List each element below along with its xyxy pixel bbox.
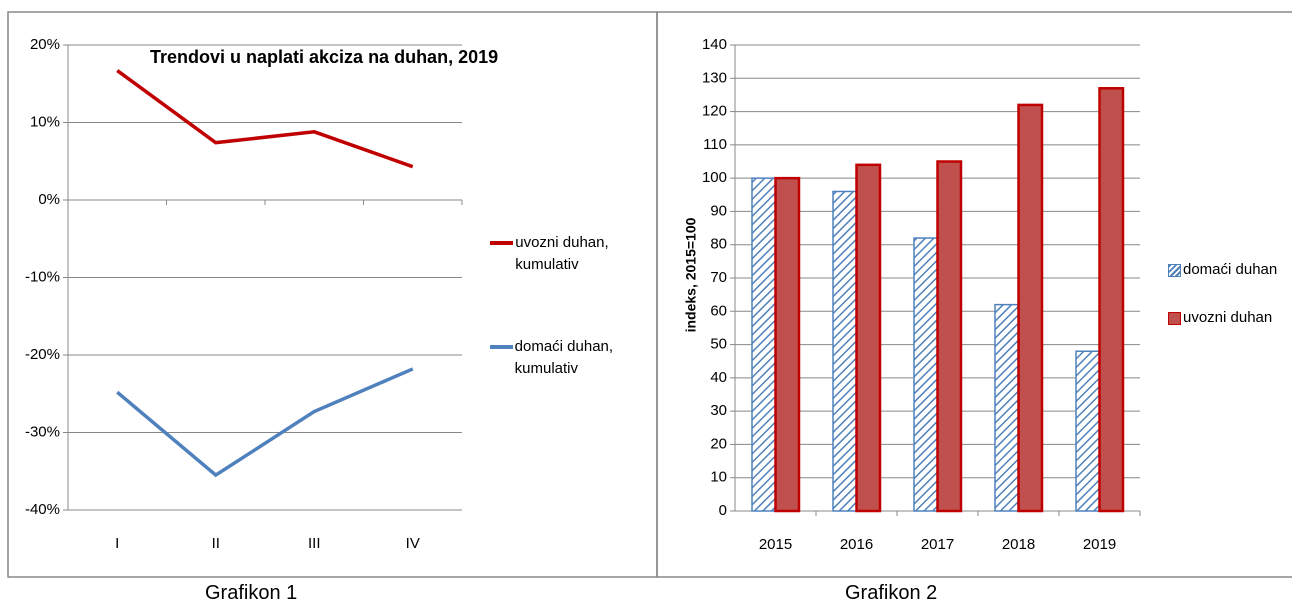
- y-tick-label: 20: [710, 435, 727, 452]
- y-tick-label: 80: [710, 236, 727, 253]
- y-tick-label: 50: [710, 336, 727, 353]
- bar: [751, 177, 777, 512]
- bar: [994, 303, 1020, 512]
- bar: [913, 237, 939, 512]
- line: [116, 69, 414, 169]
- y-tick-label: 110: [703, 136, 727, 153]
- y-tick-label: 120: [702, 103, 727, 120]
- legend-label: domaći duhan: [1183, 261, 1278, 278]
- bar: [1017, 103, 1044, 513]
- x-tick-label: IV: [406, 535, 420, 552]
- y-tick-label: 0: [719, 502, 727, 519]
- y-tick-label: 10%: [30, 113, 60, 130]
- y-tick-label: -40%: [25, 501, 60, 518]
- bar: [855, 163, 882, 513]
- bar: [1098, 87, 1125, 513]
- bar: [936, 160, 963, 513]
- y-tick-label: -20%: [25, 346, 60, 363]
- caption: Grafikon 2: [845, 582, 938, 604]
- y-tick-label: 40: [710, 369, 727, 386]
- legend-item: domaći duhan: [1168, 259, 1288, 281]
- y-tick-label: 20%: [30, 36, 60, 53]
- panel-border: [656, 11, 1292, 578]
- chart-title: Trendovi u naplati akciza na duhan, 2019: [150, 47, 498, 67]
- caption: Grafikon 1: [205, 582, 298, 604]
- y-tick-label: -30%: [25, 423, 60, 440]
- y-tick-label: 100: [702, 169, 727, 186]
- y-tick-label: 70: [710, 269, 727, 286]
- x-tick-label: 2018: [1002, 536, 1035, 553]
- legend-label: uvozni duhan, kumulativ: [515, 234, 609, 273]
- y-tick-label: -10%: [25, 268, 60, 285]
- legend-label: domaći duhan, kumulativ: [514, 338, 614, 377]
- y-tick-label: 30: [710, 402, 727, 419]
- y-axis-label: indeks, 2015=100: [683, 217, 699, 332]
- y-tick-label: 60: [710, 302, 727, 319]
- legend-label: uvozni duhan: [1183, 309, 1273, 326]
- bar: [774, 176, 801, 513]
- x-tick-label: 2016: [840, 536, 873, 553]
- x-tick-label: 2015: [759, 536, 792, 553]
- y-tick-label: 90: [710, 202, 727, 219]
- legend-item: domaći duhan, kumulativ: [490, 336, 640, 380]
- bar: [1075, 350, 1101, 512]
- x-tick-label: 2017: [921, 536, 954, 553]
- x-tick-label: III: [308, 535, 321, 552]
- panel-border: [7, 11, 658, 578]
- y-tick-label: 0%: [38, 191, 60, 208]
- y-tick-label: 140: [702, 36, 727, 53]
- bar: [832, 190, 858, 512]
- y-tick-label: 10: [710, 469, 727, 486]
- y-tick-label: 130: [702, 69, 727, 86]
- x-tick-label: I: [115, 535, 119, 552]
- x-tick-label: II: [212, 535, 220, 552]
- legend-item: uvozni duhan: [1168, 307, 1288, 329]
- x-tick-label: 2019: [1083, 536, 1116, 553]
- legend-item: uvozni duhan, kumulativ: [490, 232, 640, 276]
- line: [116, 367, 414, 478]
